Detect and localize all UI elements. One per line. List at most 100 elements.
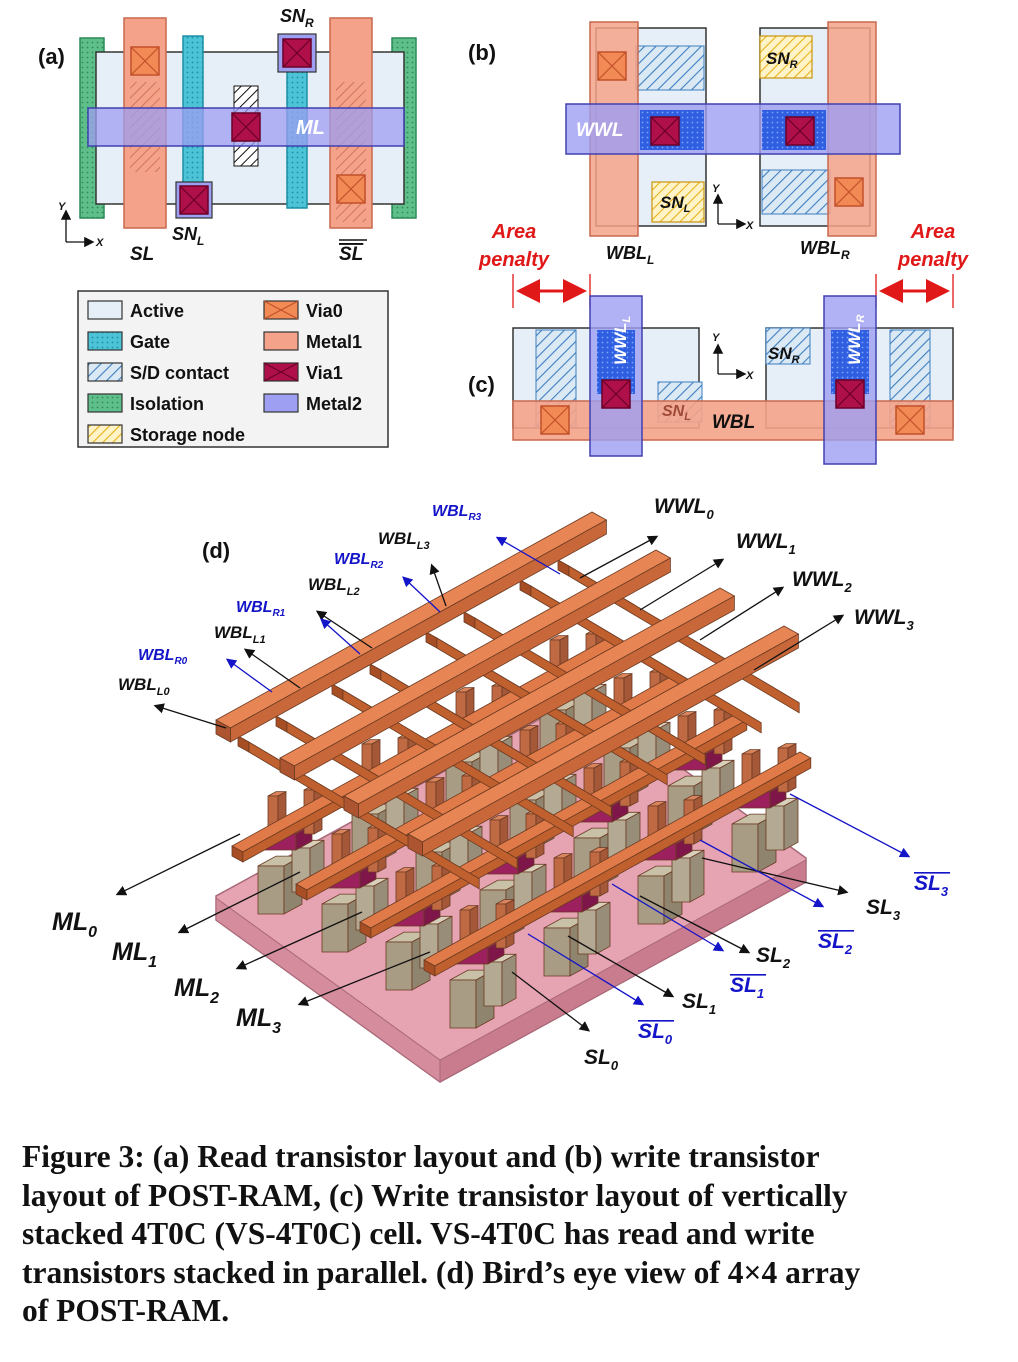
via0-c2 <box>895 405 925 435</box>
wbl-l-arrow-1 <box>243 648 301 689</box>
wbl-r-arrow-1 <box>320 618 361 655</box>
panel-b: (b) WWL SNR SNL WBLL WBLR Y X <box>468 21 901 267</box>
label-sl-bar-3: SL3 <box>914 872 949 899</box>
label-wbl-l-3: WBLL3 <box>378 529 430 552</box>
label-sl-bar: SL <box>339 244 363 265</box>
via0-b1 <box>597 51 627 81</box>
legend-label-1: Gate <box>130 332 170 352</box>
area-penalty-right-l2: penalty <box>897 249 969 271</box>
wwl-beam-3-end <box>407 833 423 857</box>
label-sn-l: SNL <box>172 224 204 248</box>
sl-arrow-0 <box>511 971 591 1032</box>
axes-c: Y X <box>712 332 754 382</box>
legend-swatch-1 <box>87 331 123 351</box>
wwl-beam-1-end <box>279 757 295 781</box>
area-penalty-left-l1: Area <box>491 221 536 243</box>
label-sn-r: SNR <box>280 6 314 30</box>
panel-a-label: (a) <box>38 44 65 69</box>
legend-label-2: S/D contact <box>130 363 229 383</box>
wbl-r-arrow-2 <box>402 576 441 613</box>
caption-line-2: layout of POST-RAM, (c) Write transistor… <box>22 1177 848 1213</box>
label-wbl-r-3: WBLR3 <box>432 503 482 523</box>
wbl-beam-1-0-end <box>331 683 344 701</box>
label-wwl: WWL <box>576 120 623 141</box>
ml-rail-1-end <box>295 883 308 901</box>
area-penalty-right-l1: Area <box>910 221 955 243</box>
svg-text:X: X <box>95 237 104 249</box>
label-ml-2: ML2 <box>174 974 219 1007</box>
array-blocks <box>215 511 812 1029</box>
via1-ml <box>231 112 261 142</box>
wbl-beam-0-1-end <box>275 715 288 733</box>
wwl-arrow-0 <box>579 535 659 579</box>
label-wbl-l-2: WBLL2 <box>308 575 360 598</box>
label-sl-bar-0: SL0 <box>638 1020 673 1047</box>
panel-c: (c) Area penalty Area penalty WWLL WWLR … <box>468 221 969 465</box>
wbl-l-arrow-2 <box>315 610 373 649</box>
caption-line-3: stacked 4T0C (VS-4T0C) cell. VS-4T0C has… <box>22 1216 815 1251</box>
sl-bar-arrow-0 <box>527 933 645 1006</box>
wbl-l-arrow-0 <box>153 703 227 729</box>
via0-c1 <box>540 405 570 435</box>
label-sl-bar-1: SL1 <box>730 974 764 1001</box>
label-wbl: WBL <box>712 412 755 433</box>
rt2-3-3-front <box>765 805 785 851</box>
label-wbl-r-2: WBLR2 <box>334 551 384 571</box>
legend-swatch-4 <box>87 424 123 444</box>
rt2-3-2-front <box>671 857 691 903</box>
via0-sl-top <box>130 46 160 76</box>
legend: Active Gate S/D contact Isolation Storage no… <box>77 290 389 448</box>
label-b-sn-r: SNR <box>766 49 798 71</box>
ml-arrow-3 <box>297 951 431 1006</box>
label-wwl-2: WWL2 <box>792 568 852 595</box>
sd-contact-b1 <box>635 45 705 91</box>
caption-line-5: of POST-RAM. <box>22 1293 230 1328</box>
sl-arrow-3 <box>701 857 849 896</box>
via1-sn-r <box>282 38 312 68</box>
legend-swatch-8 <box>263 393 299 413</box>
via1-sn-l <box>179 185 209 215</box>
label-wwl-l: WWLL <box>611 316 633 365</box>
label-ml: ML <box>296 117 325 139</box>
label-wwl-3: WWL3 <box>854 606 914 633</box>
wwl-arrow-2 <box>699 586 785 641</box>
ml-rail-0-end <box>231 845 244 863</box>
label-c-sn-l: SNL <box>662 403 691 423</box>
sl-bar-arrow-1 <box>611 883 725 952</box>
label-sl-1: SL1 <box>682 990 716 1017</box>
panel-b-label: (b) <box>468 40 496 65</box>
wbl-l-arrow-3 <box>429 563 447 607</box>
label-wwl-0: WWL0 <box>654 495 714 522</box>
legend-swatch-2 <box>87 362 123 382</box>
label-b-sn-l: SNL <box>660 193 691 215</box>
ml-arrow-0 <box>115 833 241 896</box>
label-wbl-l-1: WBLL1 <box>214 623 266 646</box>
via0-b2 <box>834 177 864 207</box>
legend-label-4: Storage node <box>130 425 245 445</box>
legend-label-3: Isolation <box>130 394 204 414</box>
svg-text:X: X <box>745 370 754 382</box>
label-wbl-l: WBLL <box>606 243 654 267</box>
ml-arrow-1 <box>177 871 301 934</box>
metal1-wbl <box>512 400 954 441</box>
via0-sl-bar <box>336 174 366 204</box>
legend-swatch-0 <box>87 300 123 320</box>
label-ml-3: ML3 <box>236 1004 281 1037</box>
label-ml-1: ML1 <box>112 938 157 971</box>
svg-text:Y: Y <box>58 201 67 213</box>
legend-swatch-3 <box>87 393 123 413</box>
sd-contact-c3 <box>765 327 811 365</box>
rt-0-0-front <box>257 865 285 915</box>
svg-text:Y: Y <box>712 183 721 195</box>
wbl-r-arrow-0 <box>225 658 273 693</box>
legend-box <box>77 290 389 448</box>
wwl-beam-2-end <box>343 795 359 819</box>
label-sl-0: SL0 <box>584 1046 619 1073</box>
array-labels: WWL0WWL1WWL2WWL3WBLL0WBLL1WBLL2WBLL3WBLR… <box>52 495 951 1073</box>
wbl-r-arrow-3 <box>495 536 561 575</box>
via1-b1 <box>650 116 680 146</box>
sd-contact-b2 <box>761 169 831 215</box>
rt2-3-2-side <box>689 849 705 903</box>
metal2-wwl <box>565 103 901 155</box>
caption-line-1: Figure 3: (a) Read transistor layout and… <box>22 1139 820 1174</box>
